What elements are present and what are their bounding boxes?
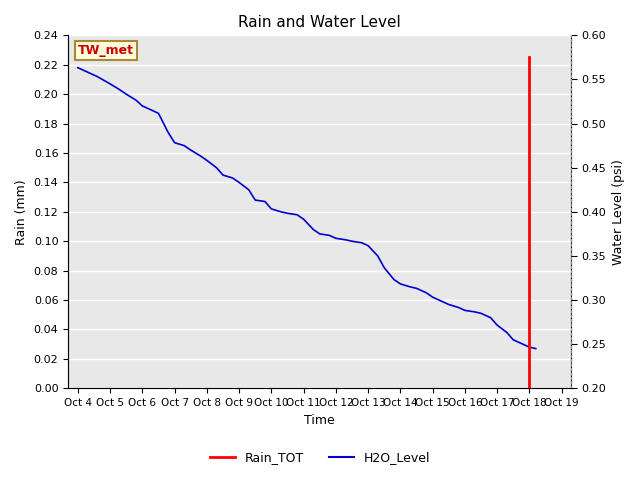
Title: Rain and Water Level: Rain and Water Level: [238, 15, 401, 30]
X-axis label: Time: Time: [305, 414, 335, 427]
Text: TW_met: TW_met: [78, 44, 134, 57]
Y-axis label: Water Level (psi): Water Level (psi): [612, 159, 625, 265]
Legend: Rain_TOT, H2O_Level: Rain_TOT, H2O_Level: [205, 446, 435, 469]
Y-axis label: Rain (mm): Rain (mm): [15, 179, 28, 245]
